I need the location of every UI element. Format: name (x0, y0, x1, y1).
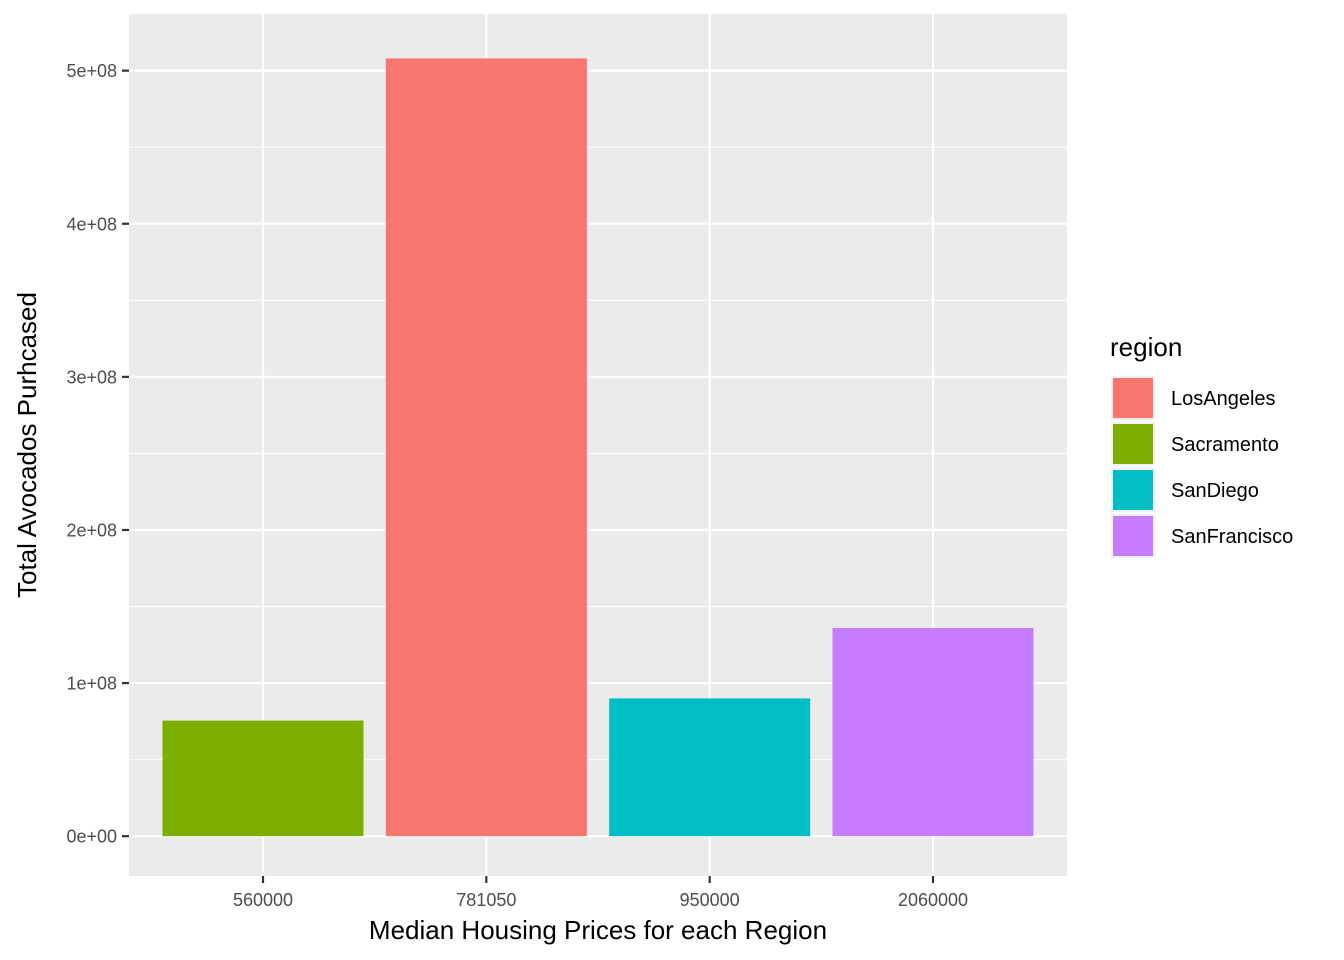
y-tick-label: 4e+08 (66, 214, 117, 234)
bar-sanfrancisco (832, 627, 1034, 837)
x-tick-label: 2060000 (898, 890, 968, 910)
x-tick-label: 560000 (233, 890, 293, 910)
y-axis-title: Total Avocados Purhcased (12, 292, 42, 598)
legend-label: Sacramento (1171, 434, 1279, 456)
bar-losangeles (385, 58, 587, 837)
legend-label: SanFrancisco (1171, 526, 1293, 548)
x-axis-title: Median Housing Prices for each Region (369, 915, 827, 945)
x-axis: 560000 781050 950000 2060000 (233, 876, 968, 910)
y-axis: 0e+00 1e+08 2e+08 3e+08 4e+08 5e+08 (66, 61, 129, 847)
y-tick-label: 2e+08 (66, 520, 117, 540)
y-tick-label: 1e+08 (66, 674, 117, 694)
legend-label: SanDiego (1171, 480, 1259, 502)
y-tick-label: 3e+08 (66, 367, 117, 387)
bar-sandiego (609, 698, 811, 837)
y-tick-label: 5e+08 (66, 61, 117, 81)
legend-items: LosAngeles Sacramento SanDiego SanFrancisco (1111, 376, 1293, 558)
legend-title: region (1110, 332, 1182, 362)
legend-key-sacramento (1113, 424, 1153, 464)
legend-label: LosAngeles (1171, 388, 1276, 410)
x-tick-label: 781050 (456, 890, 516, 910)
bars (162, 58, 1034, 837)
legend-key-losangeles (1113, 378, 1153, 418)
legend: region LosAngeles Sacramento SanDiego SanFr… (1110, 332, 1293, 558)
bar-sacramento (162, 720, 364, 837)
legend-key-sandiego (1113, 470, 1153, 510)
legend-key-sanfrancisco (1113, 516, 1153, 556)
y-tick-label: 0e+00 (66, 827, 117, 847)
x-tick-label: 950000 (680, 890, 740, 910)
